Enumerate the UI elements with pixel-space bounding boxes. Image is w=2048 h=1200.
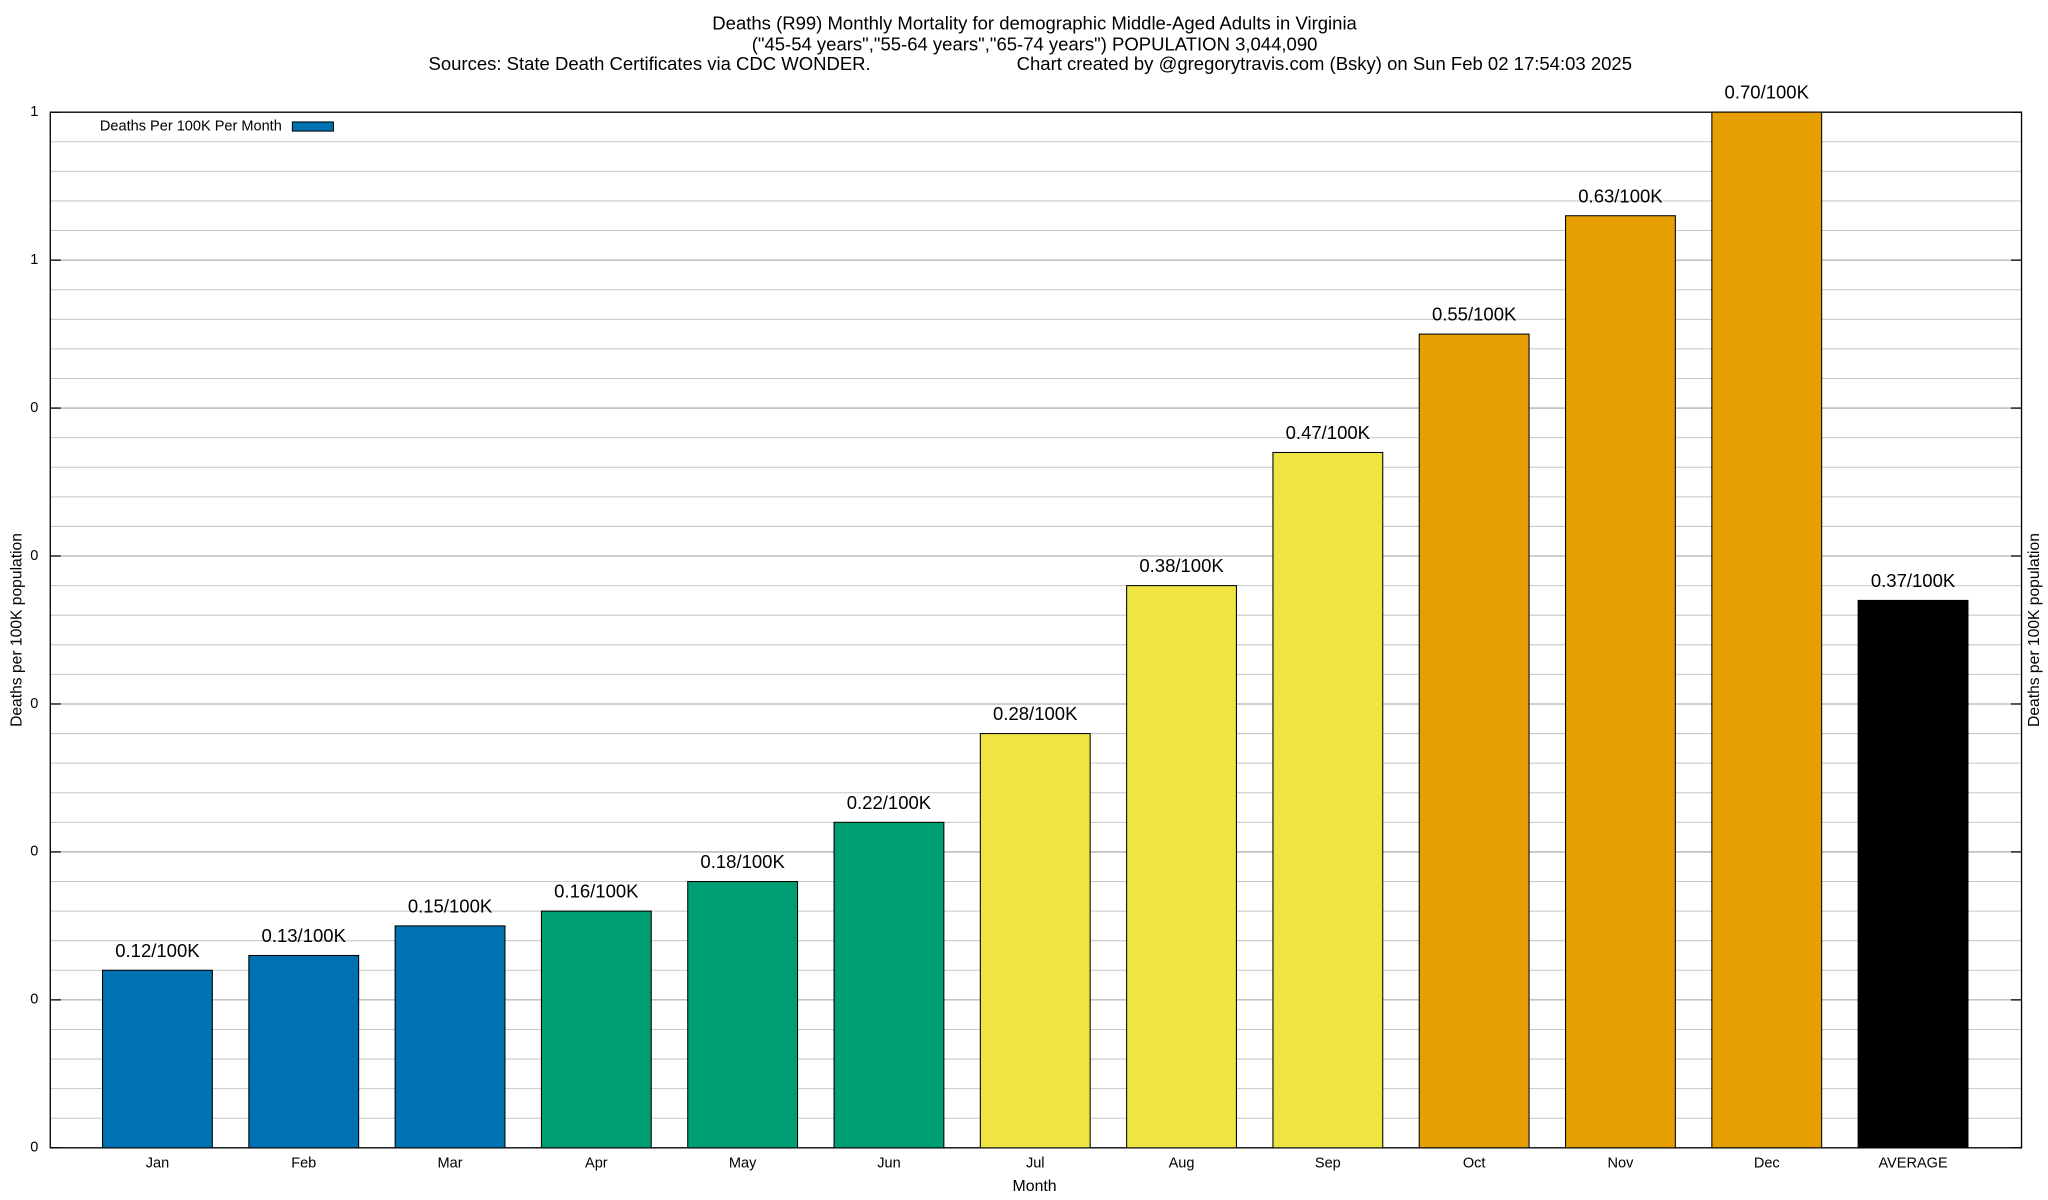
value-label: 0.18/100K (700, 851, 785, 872)
value-label: 0.15/100K (408, 896, 493, 917)
x-tick-label: Feb (291, 1155, 316, 1171)
bar (1565, 215, 1676, 1149)
value-label: 0.28/100K (993, 703, 1078, 724)
x-tick-label: Jul (1026, 1155, 1045, 1171)
value-label: 0.22/100K (847, 792, 932, 813)
y-axis-label: Deaths per 100K population (8, 533, 25, 727)
bar (102, 969, 213, 1149)
source: Sources: State Death Certificates via CD… (428, 53, 870, 74)
value-label: 0.70/100K (1725, 82, 1810, 103)
value-label: 0.13/100K (262, 925, 347, 946)
chart-subtitle: ("45-54 years","55-64 years","65-74 year… (752, 34, 1318, 55)
x-tick-label: Jan (146, 1155, 169, 1171)
x-tick-label: Dec (1754, 1155, 1780, 1171)
value-label: 0.12/100K (115, 940, 200, 961)
x-tick-label: Sep (1315, 1155, 1341, 1171)
x-tick-label: Mar (438, 1155, 463, 1171)
x-tick-label: Aug (1169, 1155, 1195, 1171)
value-label: 0.38/100K (1139, 555, 1224, 576)
bar (1126, 585, 1237, 1149)
legend-swatch (291, 121, 334, 132)
y-tick-label: 0 (30, 992, 38, 1008)
value-label: 0.47/100K (1286, 422, 1371, 443)
x-axis-label: Month (1013, 1178, 1057, 1195)
bar (1272, 451, 1384, 1149)
bar (1857, 599, 1969, 1149)
legend-label: Deaths Per 100K Per Month (100, 118, 282, 134)
x-tick-label: Apr (585, 1155, 608, 1171)
y-tick-label: 1 (30, 104, 38, 120)
y-tick-label: 0 (30, 400, 38, 416)
value-label: 0.55/100K (1432, 304, 1517, 325)
x-tick-label: AVERAGE (1878, 1155, 1948, 1171)
x-tick-label: May (729, 1155, 757, 1171)
y-tick-label: 0 (30, 696, 38, 712)
credit: Chart created by @gregorytravis.com (Bsk… (1017, 53, 1632, 74)
x-tick-label: Nov (1608, 1155, 1635, 1171)
value-label: 0.37/100K (1871, 570, 1956, 591)
bar (540, 910, 652, 1149)
bar (248, 954, 360, 1149)
x-tick-label: Oct (1463, 1155, 1486, 1171)
y-tick-label: 0 (30, 1140, 38, 1156)
bar (1418, 333, 1530, 1149)
y-tick-label: 0 (30, 844, 38, 860)
bar (1711, 111, 1823, 1149)
value-label: 0.63/100K (1578, 185, 1663, 206)
chart-title: Deaths (R99) Monthly Mortality for demog… (712, 13, 1357, 34)
y-tick-label: 1 (30, 252, 38, 268)
bar (394, 925, 506, 1149)
y2-axis-label: Deaths per 100K population (2026, 533, 2043, 727)
x-tick-label: Jun (877, 1155, 900, 1171)
bar (833, 821, 945, 1149)
bar (687, 880, 799, 1149)
value-label: 0.16/100K (554, 881, 639, 902)
bar (979, 733, 1091, 1149)
y-tick-label: 0 (30, 548, 38, 564)
